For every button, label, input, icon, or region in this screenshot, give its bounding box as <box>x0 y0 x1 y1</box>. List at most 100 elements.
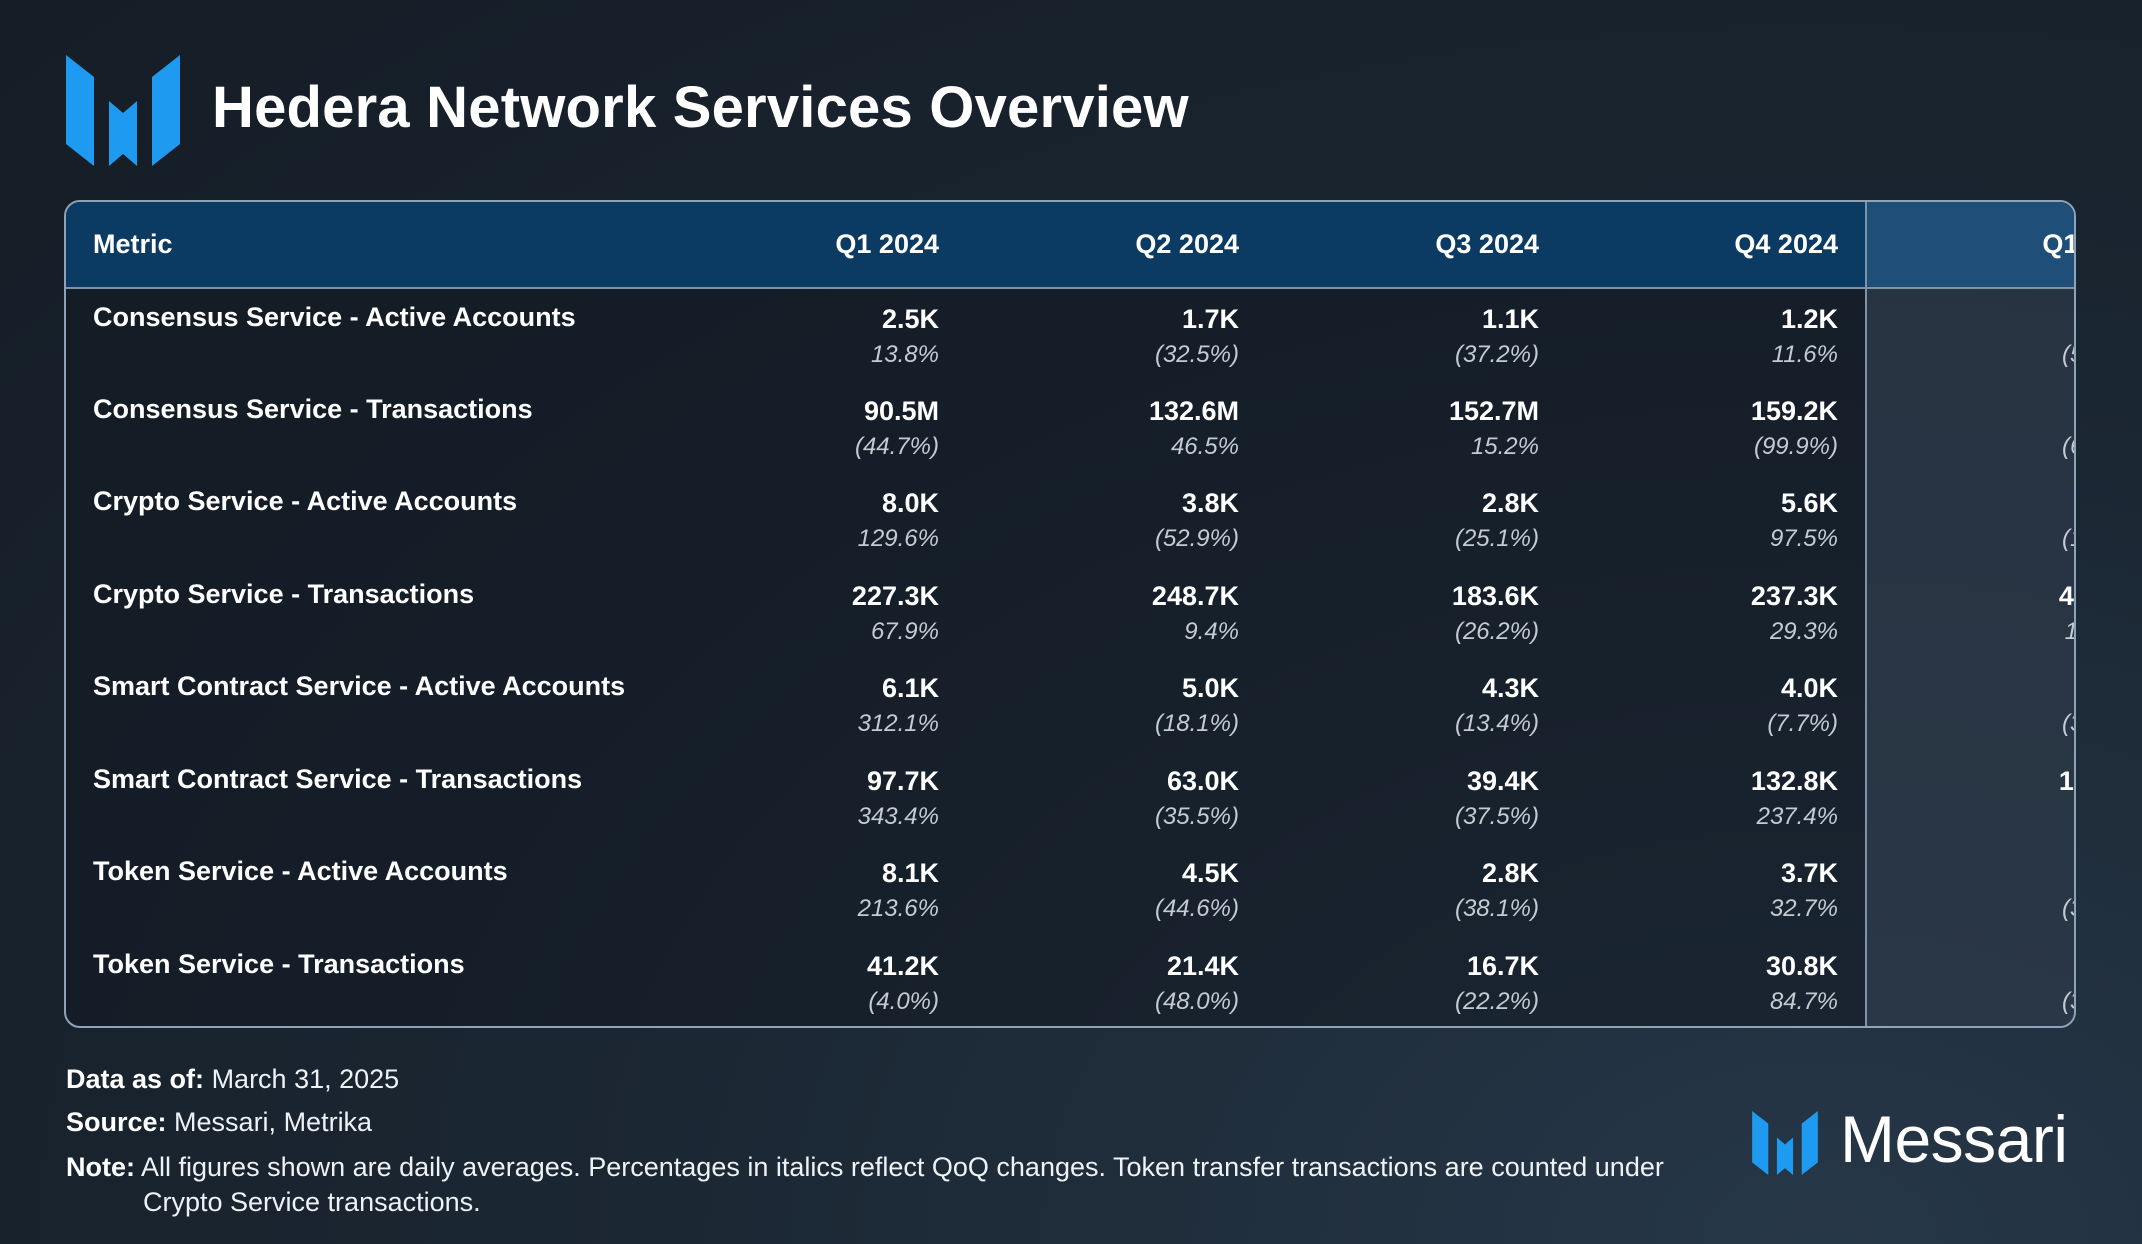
messari-logo-icon <box>1752 1111 1818 1175</box>
qoq-change: (61.8%) <box>2061 432 2074 460</box>
metric-label: Crypto Service - Transactions <box>93 578 475 609</box>
value-cell: 60.9K (61.8%) <box>1865 380 2074 473</box>
value-cell: 483.1K 103.6% <box>1865 565 2074 658</box>
qoq-change: 97.5% <box>1769 525 1838 552</box>
value-cell: 159.2K (99.9%) <box>1566 381 1866 474</box>
value: 16.7K <box>1466 950 1539 981</box>
value-cell: 30.8K 84.7% <box>1566 936 1866 1027</box>
qoq-change: (51.8%) <box>2061 341 2074 368</box>
qoq-change: (99.9%) <box>1753 432 1838 460</box>
metric-label: Token Service - Active Accounts <box>93 856 508 886</box>
value: 5.0K <box>1181 673 1239 703</box>
value: 132.8K <box>1750 765 1838 796</box>
value: 2.4K <box>1867 843 2074 890</box>
metric-label: Consensus Service - Active Accounts <box>93 302 576 332</box>
value: 97.7K <box>866 765 939 796</box>
qoq-change: 32.7% <box>1769 895 1838 922</box>
value: 4.5K <box>1181 858 1239 888</box>
table-row: Crypto Service - Transactions 227.3K 67.9%… <box>66 565 2074 659</box>
metric-label: Token Service - Transactions <box>93 948 465 979</box>
metric-label: Smart Contract Service - Transactions <box>93 763 583 794</box>
value-cell: 4.7K (15.8%) <box>1865 473 2074 566</box>
note-line-2: Crypto Service transactions. <box>143 1187 481 1217</box>
data-as-of-value: March 31, 2025 <box>211 1064 400 1094</box>
column-header: Q4 2024 <box>1566 202 1866 289</box>
qoq-change: 13.8% <box>870 341 939 368</box>
page-title: Hedera Network Services Overview <box>212 75 1189 140</box>
column-header: Q2 2024 <box>966 202 1266 289</box>
value-cell: 6.1K 312.1% <box>666 658 966 751</box>
value-cell: 90.5M (44.7%) <box>666 381 966 474</box>
qoq-change: (38.1%) <box>1454 895 1539 922</box>
qoq-change: 213.6% <box>857 895 939 922</box>
value: 2.8K <box>1481 488 1539 518</box>
value-cell: 132.6M 46.5% <box>966 381 1266 474</box>
qoq-change: 343.4% <box>857 802 939 830</box>
value-cell: 3.8K (52.9%) <box>966 473 1266 566</box>
value: 90.5M <box>863 395 939 426</box>
data-table: Metric Q1 2024 Q2 2024 Q3 2024 Q4 2024 Q… <box>66 202 2075 1027</box>
qoq-change: (18.1%) <box>1154 710 1239 737</box>
value: 183.6K <box>1451 580 1539 611</box>
qoq-change: (37.5%) <box>1454 802 1539 830</box>
value: 483.1K <box>2058 580 2074 611</box>
qoq-change: 237.4% <box>1756 802 1838 830</box>
value-cell: 5.0K (18.1%) <box>966 658 1266 751</box>
qoq-change: (13.4%) <box>1454 710 1539 737</box>
table-row: Token Service - Active Accounts 8.1K 213.6… <box>66 843 2074 936</box>
table-row: Consensus Service - Transactions 90.5M (44… <box>66 380 2074 474</box>
column-header: Q3 2024 <box>1266 202 1566 289</box>
qoq-change: (25.1%) <box>1454 525 1539 552</box>
value-cell: 63.0K (35.5%) <box>966 751 1266 844</box>
qoq-change: (30.8%) <box>2061 710 2074 737</box>
value-cell: 183.6K (26.2%) <box>1266 566 1566 659</box>
value: 2.8K <box>1481 858 1539 888</box>
qoq-change: 11.6% <box>1771 341 1838 368</box>
qoq-change: 67.9% <box>870 617 939 645</box>
value: 0.6K <box>1867 289 2074 336</box>
qoq-change: 15.2% <box>1470 432 1539 460</box>
note-label: Note: <box>66 1152 135 1182</box>
value: 8.1K <box>881 858 939 888</box>
value: 159.2K <box>1750 395 1838 426</box>
value-cell: 2.5K 13.8% <box>666 288 966 381</box>
value-cell: 4.0K (7.7%) <box>1566 658 1866 751</box>
qoq-change: (52.9%) <box>1154 525 1239 552</box>
note-line-1: All figures shown are daily averages. Pe… <box>141 1152 1664 1182</box>
value: 132.6M <box>1148 395 1239 426</box>
value: 1.1K <box>1481 304 1539 334</box>
qoq-change: 129.6% <box>857 525 939 552</box>
value-cell: 1.1K (37.2%) <box>1266 288 1566 381</box>
value-cell: 0.6K (51.8%) <box>1865 288 2074 381</box>
column-header-highlighted: Q1 2025 <box>1865 202 2074 289</box>
value-cell: 4.3K (13.4%) <box>1266 658 1566 751</box>
value: 63.0K <box>1166 765 1239 796</box>
qoq-change: (26.2%) <box>1454 617 1539 645</box>
value: 8.0K <box>881 488 939 518</box>
qoq-change: 9.4% <box>1184 617 1239 645</box>
value-cell: 97.7K 343.4% <box>666 751 966 844</box>
table-row: Consensus Service - Active Accounts 2.5K 1… <box>66 288 2074 381</box>
table-row: Smart Contract Service - Active Accounts… <box>66 658 2074 751</box>
value: 152.7M <box>1448 395 1539 426</box>
value: 4.0K <box>1780 673 1838 703</box>
value-cell: 152.7M 15.2% <box>1266 381 1566 474</box>
table-row: Smart Contract Service - Transactions 97.… <box>66 750 2074 844</box>
value: 139.4K <box>2058 765 2074 796</box>
value-cell: 8.0K 129.6% <box>666 473 966 566</box>
messari-logo-icon <box>66 55 180 166</box>
value-cell: 227.3K 67.9% <box>666 566 966 659</box>
qoq-change: (4.0%) <box>868 987 939 1015</box>
value: 20.6K <box>1867 936 2075 983</box>
value: 39.4K <box>1466 765 1539 796</box>
qoq-change: 5.0% <box>1867 800 2074 834</box>
value: 1.2K <box>1780 304 1838 334</box>
qoq-change: (48.0%) <box>1154 987 1239 1015</box>
value-cell: 1.7K (32.5%) <box>966 288 1266 381</box>
qoq-change: (15.8%) <box>2061 525 2074 552</box>
data-as-of: Data as of: March 31, 2025 <box>66 1064 399 1095</box>
value-cell: 4.5K (44.6%) <box>966 843 1266 936</box>
table-row: Crypto Service - Active Accounts 8.0K 129.… <box>66 473 2074 566</box>
value-cell: 3.7K 32.7% <box>1566 843 1866 936</box>
value: 1.7K <box>1181 304 1239 334</box>
